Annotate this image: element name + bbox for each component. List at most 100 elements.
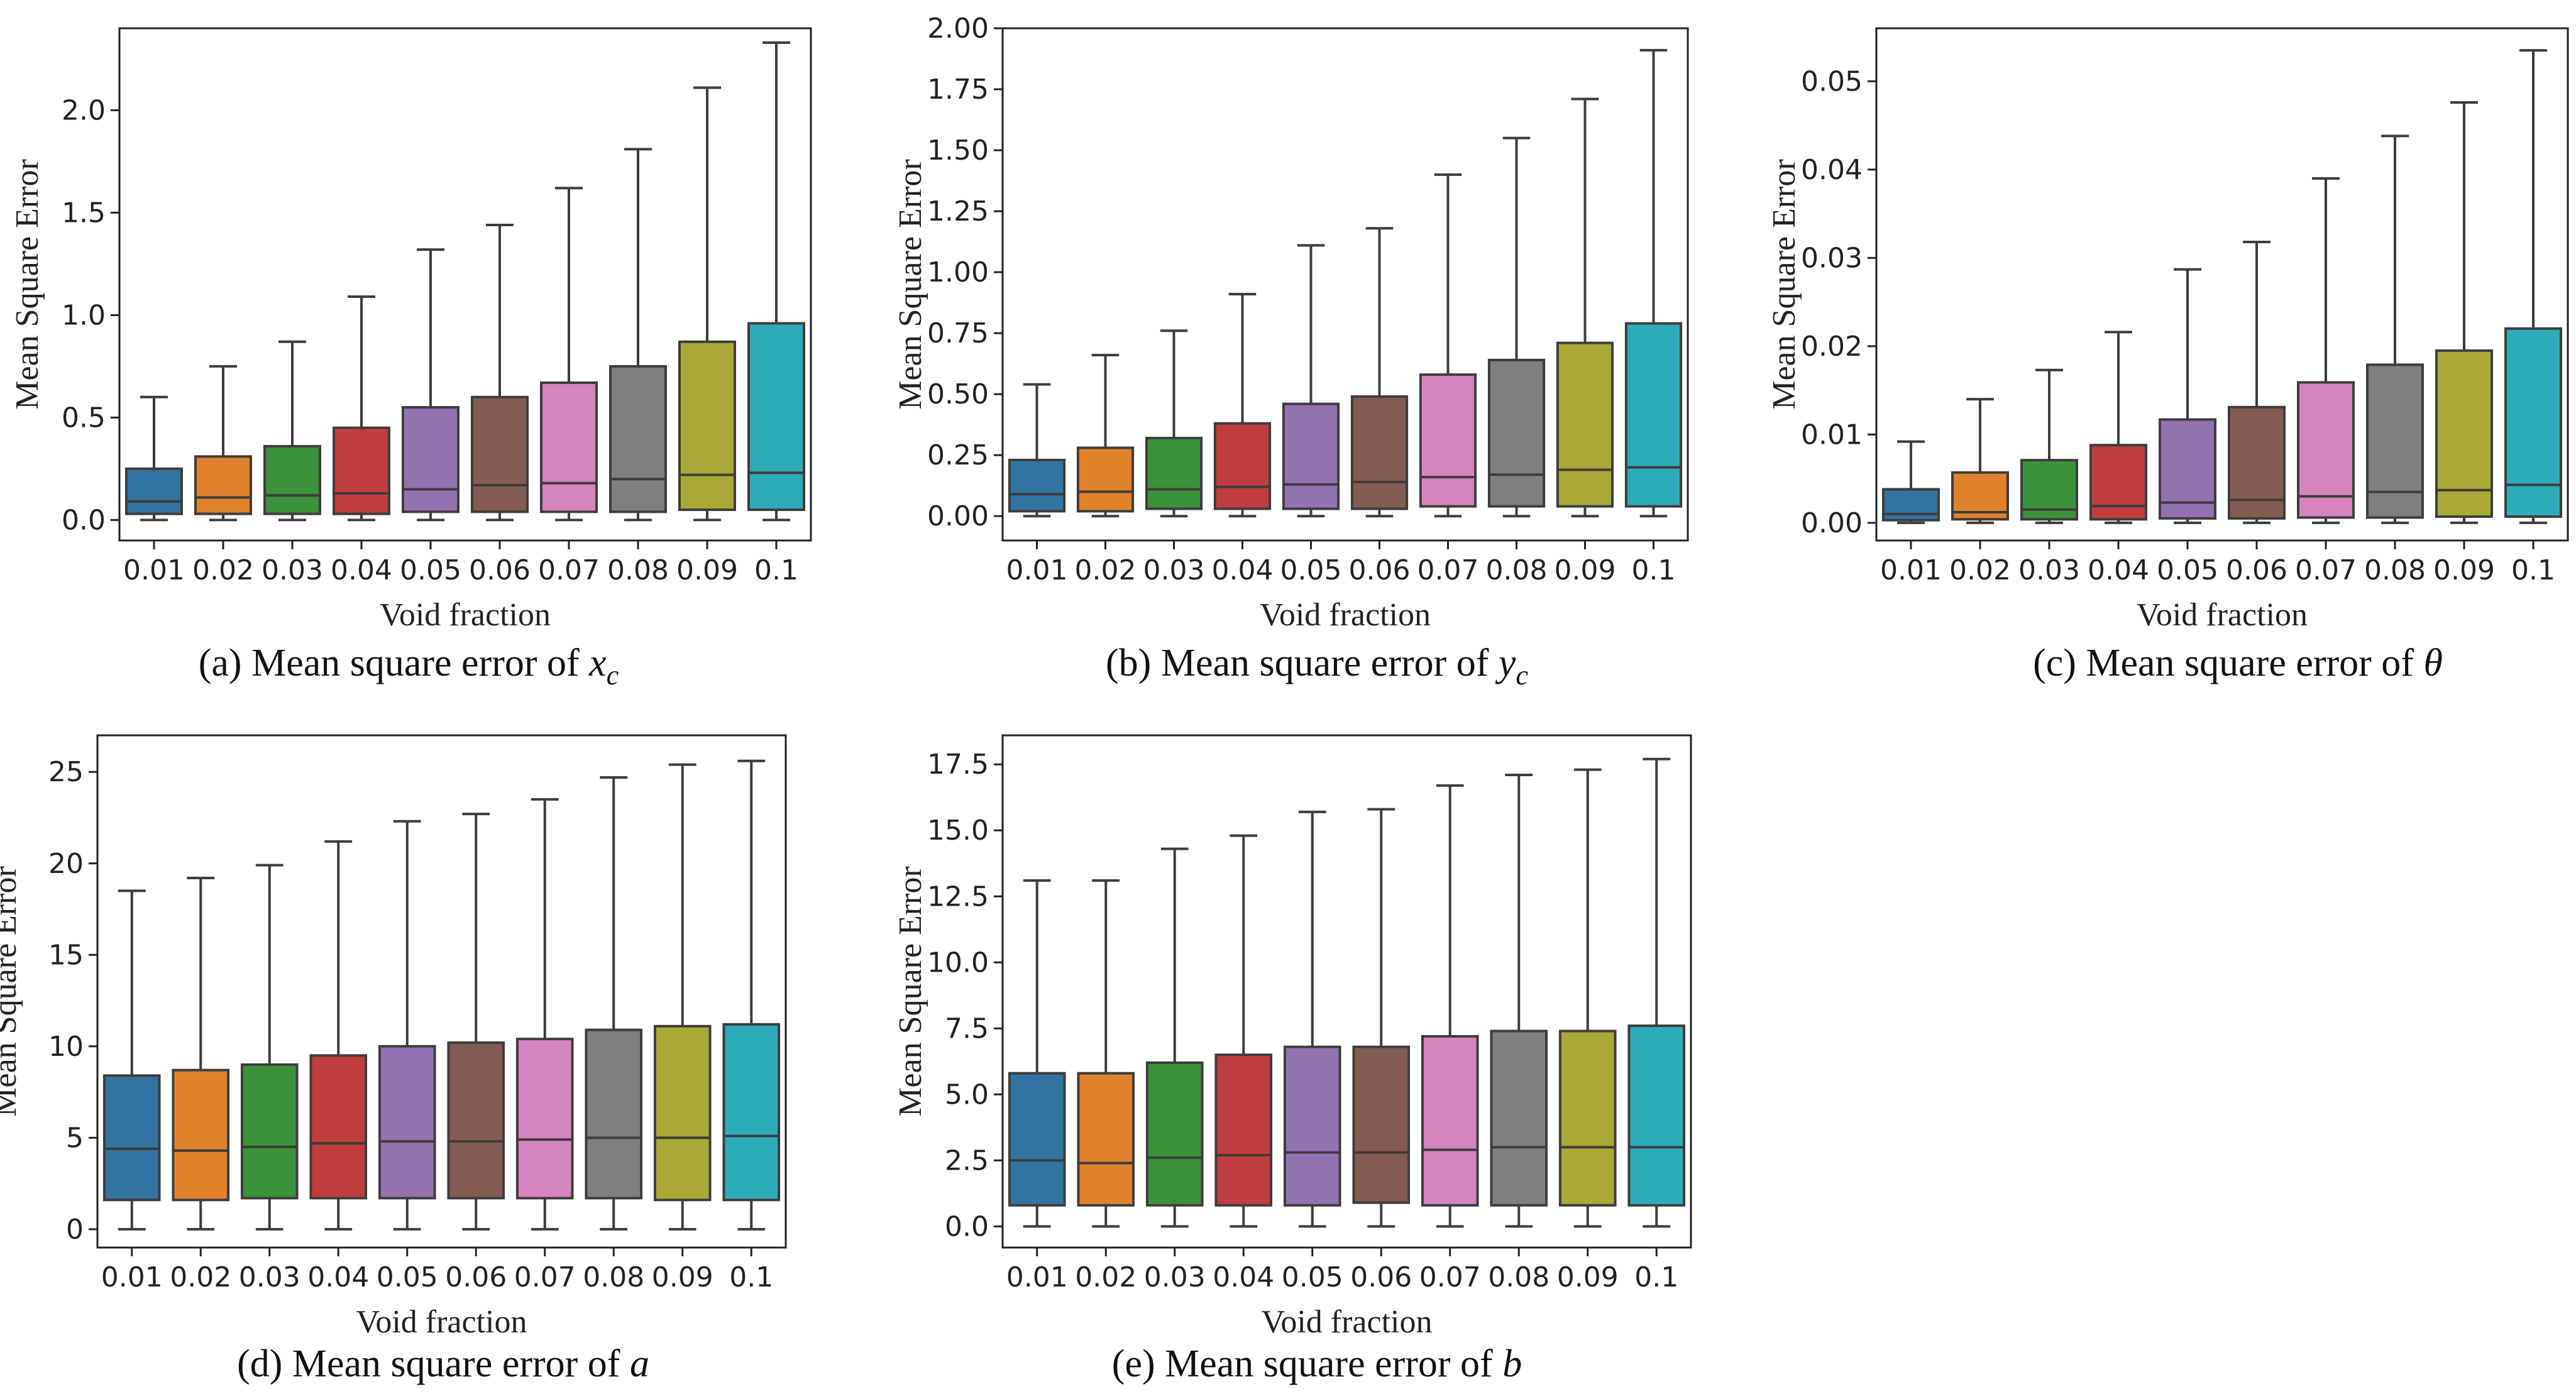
box-iqr bbox=[194, 455, 252, 515]
y-tick-label: 0.01 bbox=[1801, 419, 1863, 451]
x-tick-label: 0.02 bbox=[1075, 1261, 1137, 1293]
box-iqr bbox=[2366, 363, 2424, 519]
plot-frame bbox=[1001, 734, 1692, 1249]
y-tick-label: 2.00 bbox=[927, 13, 989, 45]
box-iqr bbox=[172, 1068, 230, 1202]
y-tick-label: 1.5 bbox=[62, 197, 106, 229]
box-0.06 bbox=[1352, 808, 1411, 1228]
box-iqr bbox=[515, 1038, 574, 1200]
y-tick-label: 0.25 bbox=[927, 439, 989, 471]
x-tick-label: 0.05 bbox=[2157, 554, 2218, 586]
x-tick-label: 0.02 bbox=[192, 554, 254, 586]
box-0.03 bbox=[2020, 368, 2078, 524]
box-iqr bbox=[585, 1028, 643, 1200]
x-tick-label: 0.07 bbox=[1419, 1261, 1481, 1293]
box-0.03 bbox=[1145, 329, 1203, 518]
box-iqr bbox=[263, 445, 321, 515]
y-tick-label: 15.0 bbox=[927, 815, 989, 847]
y-tick-label: 0.5 bbox=[62, 402, 106, 434]
box-0.02 bbox=[1951, 398, 2009, 524]
box-0.1 bbox=[747, 41, 805, 522]
x-tick-label: 0.09 bbox=[652, 1261, 713, 1293]
x-tick-label: 0.04 bbox=[331, 554, 392, 586]
box-iqr bbox=[722, 1023, 781, 1202]
x-tick-label: 0.06 bbox=[1350, 1261, 1412, 1293]
x-tick-label: 0.03 bbox=[239, 1261, 300, 1293]
y-tick-label: 5 bbox=[66, 1122, 84, 1154]
box-iqr bbox=[378, 1045, 436, 1200]
box-iqr bbox=[2089, 444, 2147, 521]
box-iqr bbox=[240, 1063, 299, 1200]
box-iqr bbox=[1283, 1045, 1341, 1207]
y-tick-label: 0.50 bbox=[927, 378, 989, 410]
x-tick-label: 0.07 bbox=[1417, 554, 1479, 586]
box-iqr bbox=[1076, 446, 1135, 513]
x-tick-label: 0.05 bbox=[377, 1261, 438, 1293]
box-iqr bbox=[2504, 327, 2562, 518]
y-tick-label: 0.75 bbox=[927, 317, 989, 349]
caption-variable: b bbox=[1502, 1342, 1522, 1385]
box-iqr bbox=[1077, 1072, 1135, 1207]
y-axis-label: Mean Square Error bbox=[893, 159, 928, 410]
box-0.04 bbox=[1214, 834, 1273, 1228]
box-0.09 bbox=[2435, 101, 2493, 524]
caption-text: (c) Mean square error of bbox=[2033, 642, 2423, 684]
y-axis-label: Mean Square Error bbox=[0, 866, 23, 1117]
box-0.02 bbox=[1076, 354, 1135, 518]
caption-text: (b) Mean square error of bbox=[1106, 642, 1499, 684]
y-tick-label: 0.0 bbox=[945, 1210, 989, 1243]
x-tick-label: 0.04 bbox=[307, 1261, 369, 1293]
box-iqr bbox=[1352, 1045, 1411, 1204]
y-tick-label: 1.25 bbox=[927, 195, 989, 228]
box-iqr bbox=[1282, 402, 1340, 510]
panel-caption: (c) Mean square error of θ bbox=[2033, 642, 2443, 684]
box-0.06 bbox=[2228, 241, 2286, 524]
x-axis-label: Void fraction bbox=[2137, 597, 2308, 633]
y-tick-label: 5.0 bbox=[945, 1078, 989, 1111]
box-0.07 bbox=[515, 798, 574, 1231]
box-iqr bbox=[1558, 1029, 1617, 1207]
x-tick-label: 0.08 bbox=[1486, 554, 1548, 586]
x-tick-label: 0.05 bbox=[400, 554, 461, 586]
x-tick-label: 0.04 bbox=[1213, 1261, 1274, 1293]
box-0.06 bbox=[1350, 227, 1409, 518]
y-tick-label: 2.0 bbox=[62, 94, 106, 126]
box-0.04 bbox=[2089, 331, 2147, 524]
box-iqr bbox=[609, 365, 667, 513]
y-tick-label: 17.5 bbox=[927, 749, 989, 781]
x-tick-label: 0.05 bbox=[1280, 554, 1342, 586]
box-iqr bbox=[2297, 381, 2355, 519]
box-0.03 bbox=[1145, 847, 1204, 1228]
x-tick-label: 0.08 bbox=[583, 1261, 644, 1293]
x-tick-label: 0.08 bbox=[607, 554, 669, 586]
x-tick-label: 0.05 bbox=[1282, 1261, 1343, 1293]
x-axis-label: Void fraction bbox=[1260, 597, 1431, 633]
box-iqr bbox=[1214, 1053, 1273, 1207]
y-tick-label: 0.04 bbox=[1801, 154, 1863, 186]
box-0.1 bbox=[722, 759, 781, 1231]
y-tick-label: 7.5 bbox=[945, 1012, 989, 1045]
box-0.04 bbox=[309, 840, 368, 1231]
box-iqr bbox=[540, 381, 598, 513]
plot-frame bbox=[1001, 27, 1689, 542]
x-axis-label: Void fraction bbox=[356, 1304, 527, 1340]
box-iqr bbox=[333, 426, 390, 515]
x-tick-label: 0.03 bbox=[1143, 554, 1205, 586]
box-0.03 bbox=[263, 340, 321, 522]
box-iqr bbox=[2435, 349, 2493, 518]
box-iqr bbox=[2228, 405, 2286, 520]
box-0.07 bbox=[2297, 177, 2355, 524]
box-0.09 bbox=[653, 763, 712, 1231]
plot-frame bbox=[1875, 27, 2569, 542]
caption-variable: a bbox=[630, 1342, 649, 1385]
x-axis-label: Void fraction bbox=[380, 597, 551, 633]
y-tick-label: 10.0 bbox=[927, 946, 989, 979]
x-tick-label: 0.1 bbox=[1632, 554, 1676, 586]
x-tick-label: 0.01 bbox=[1006, 1261, 1068, 1293]
box-iqr bbox=[1487, 358, 1546, 508]
y-tick-label: 0.02 bbox=[1801, 331, 1863, 363]
y-tick-label: 20 bbox=[48, 848, 84, 880]
x-tick-label: 0.09 bbox=[676, 554, 738, 586]
panel-caption: (e) Mean square error of b bbox=[1112, 1342, 1522, 1385]
